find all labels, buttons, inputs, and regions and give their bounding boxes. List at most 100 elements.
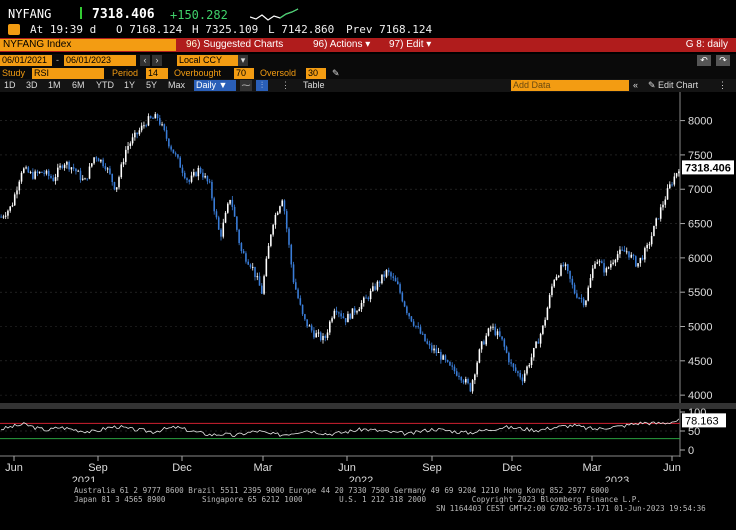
rsi-last-tag-label: 78.163 <box>685 415 719 427</box>
candle-body <box>285 211 288 229</box>
overbought-input[interactable]: 70 <box>234 68 254 79</box>
candle-body <box>415 325 417 327</box>
candle-body <box>256 276 259 278</box>
edit-button[interactable]: 97) Edit ▾ <box>389 39 432 50</box>
candle-body <box>258 276 261 286</box>
candle-body <box>86 178 89 180</box>
currency-select[interactable]: Local CCY <box>177 55 239 66</box>
line-chart-icon[interactable]: ⁓ <box>240 80 252 91</box>
candle-body <box>419 327 422 334</box>
date-back-button[interactable]: ‹ <box>140 55 150 66</box>
actions-button[interactable]: 96) Actions ▾ <box>313 39 371 50</box>
candle-body <box>596 262 599 264</box>
candle-body <box>594 263 596 269</box>
year-label: 2023 <box>605 475 629 482</box>
price-tick-label: 4000 <box>688 390 712 402</box>
candle-body <box>505 346 508 353</box>
overbought-label: Overbought <box>174 68 222 78</box>
pencil-icon[interactable]: ✎ <box>332 68 340 78</box>
collapse-icon[interactable]: « <box>633 80 639 90</box>
candle-body <box>220 229 222 237</box>
table-button[interactable]: Table <box>303 80 325 90</box>
price-chart[interactable]: 8000 7500 7000 6500 6000 5500 5000 4500 4000 7318… <box>0 92 736 482</box>
candle-body <box>38 171 41 174</box>
edit-chart-button[interactable]: ✎ Edit Chart <box>648 80 699 90</box>
month-label: Sep <box>88 462 108 474</box>
range-button-1y[interactable]: 1Y <box>124 80 136 90</box>
oversold-input[interactable]: 30 <box>306 68 326 79</box>
study-select[interactable]: RSI <box>32 68 104 79</box>
candle-body <box>605 268 608 273</box>
more-icon[interactable]: ⋮ <box>718 80 727 90</box>
range-button-3d[interactable]: 3D <box>26 80 38 90</box>
candle-body <box>245 253 247 262</box>
candle-body <box>154 114 157 119</box>
range-button-max[interactable]: Max <box>168 80 186 90</box>
price-tick-label: 6000 <box>688 253 712 265</box>
candle-body <box>351 308 354 319</box>
rsi-line <box>1 418 680 437</box>
grid-lines <box>0 120 680 396</box>
candle-body <box>363 297 365 303</box>
period-input[interactable]: 14 <box>146 68 168 79</box>
candle-body <box>635 256 637 267</box>
currency-dropdown-icon[interactable]: ▾ <box>238 55 248 66</box>
redo-icon[interactable]: ↷ <box>716 55 730 66</box>
candle-body <box>557 275 560 277</box>
candle-body <box>329 321 331 333</box>
interval-select[interactable]: Daily ▼ <box>194 80 236 91</box>
candle-body <box>254 266 256 278</box>
menu-bar: NYFANG Index 96) Suggested Charts 96) Ac… <box>0 38 736 52</box>
range-button-6m[interactable]: 6M <box>72 80 85 90</box>
candle-body <box>650 236 653 245</box>
candle-body <box>190 175 193 182</box>
candle-chart-icon[interactable]: ⫶ <box>256 80 268 91</box>
price-tick-label: 5000 <box>688 322 712 334</box>
candle-body <box>147 116 150 126</box>
candle-body <box>118 177 120 188</box>
end-date-input[interactable]: 06/01/2023 <box>64 55 136 66</box>
candle-body <box>25 167 27 169</box>
candle-body <box>542 325 544 334</box>
candle-body <box>537 341 540 344</box>
candle-body <box>401 292 404 302</box>
candle-body <box>317 332 320 334</box>
candle-body <box>492 326 494 328</box>
candle-body <box>217 217 220 230</box>
suggested-charts-button[interactable]: 96) Suggested Charts <box>186 39 284 50</box>
candle-body <box>227 203 229 213</box>
footer-line-3: SN 1164403 CEST GMT+2:00 G702-5673-171 0… <box>436 504 706 513</box>
range-button-5y[interactable]: 5Y <box>146 80 158 90</box>
candle-body <box>467 378 469 384</box>
candle-body <box>562 265 565 267</box>
candle-body <box>61 165 64 168</box>
candle-body <box>678 171 680 174</box>
actions-number: 96 <box>313 39 325 50</box>
candle-body <box>662 204 664 208</box>
candle-body <box>621 249 623 251</box>
range-button-ytd[interactable]: YTD <box>96 80 114 90</box>
start-date-input[interactable]: 06/01/2021 <box>0 55 52 66</box>
actions-label: Actions <box>329 39 363 50</box>
alert-icon[interactable] <box>8 24 20 35</box>
range-button-1m[interactable]: 1M <box>48 80 61 90</box>
candle-body <box>288 228 290 245</box>
price-axis: 8000 7500 7000 6500 6000 5500 5000 4500 4000 7318… <box>679 92 734 457</box>
footer-line-1: Australia 61 2 9777 8600 Brazil 5511 239… <box>74 486 609 495</box>
candle-body <box>72 167 75 169</box>
security-field[interactable]: NYFANG Index <box>0 39 176 51</box>
date-forward-button[interactable]: › <box>152 55 162 66</box>
candle-body <box>11 205 14 207</box>
candle-body <box>666 188 669 200</box>
candle-body <box>675 173 678 177</box>
candle-body <box>149 116 152 118</box>
candle-body <box>530 357 533 366</box>
rsi-tick-label: 0 <box>688 445 694 457</box>
undo-icon[interactable]: ↶ <box>697 55 711 66</box>
range-button-1d[interactable]: 1D <box>4 80 16 90</box>
candle-body <box>646 244 648 249</box>
add-data-input[interactable]: Add Data <box>511 80 629 91</box>
candle-body <box>421 333 424 335</box>
compare-icon[interactable]: ⋮ <box>281 80 290 90</box>
candle-body <box>392 276 395 278</box>
